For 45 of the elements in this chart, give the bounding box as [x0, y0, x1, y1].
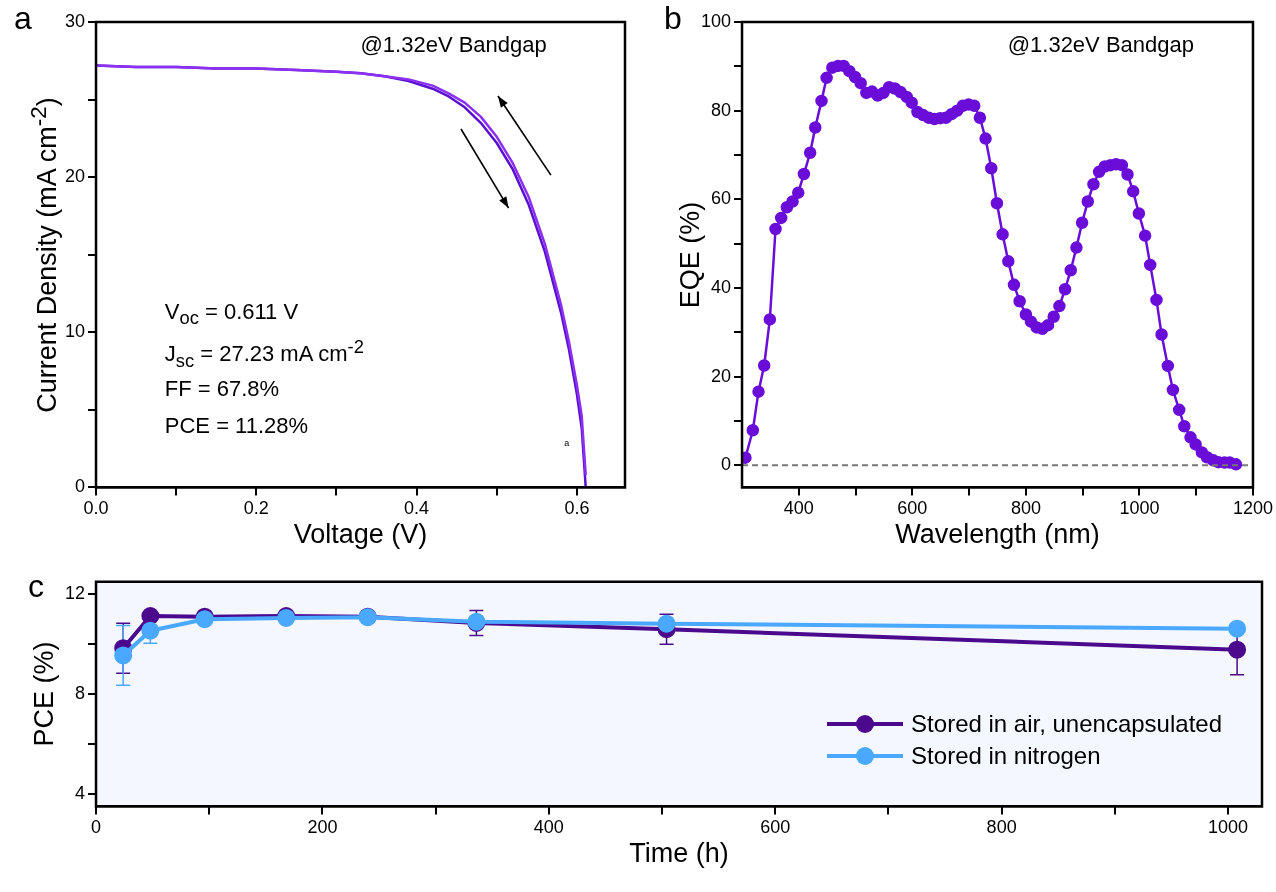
y-tick-label: 4 [75, 782, 86, 803]
chart-title: a [14, 0, 32, 36]
x-tick-label: 400 [533, 817, 564, 838]
y-tick-label: 20 [64, 166, 86, 187]
y-tick-label: 20 [711, 365, 732, 386]
x-axis-title: Time (h) [629, 838, 729, 869]
annotation: a [564, 437, 570, 448]
y-axis-title: PCE (%) [28, 641, 59, 747]
annotation: FF = 67.8% [164, 376, 280, 402]
x-tick-label: 200 [307, 817, 338, 838]
y-tick-label: 30 [64, 10, 86, 31]
chart-title: c [28, 568, 44, 604]
y-tick-label: 40 [711, 276, 732, 297]
annotation: J$_{sc}$ = 27.23 mA cm$^{-2}$ [164, 336, 364, 372]
y-tick-label: 8 [75, 683, 86, 704]
x-tick-label: 0 [91, 817, 102, 838]
x-tick-label: 600 [897, 498, 928, 519]
x-tick-label: 800 [986, 817, 1017, 838]
annotation: V$_{oc}$ = 0.611 V [164, 299, 299, 329]
y-tick-label: 100 [700, 10, 732, 31]
x-tick-label: 0.0 [83, 498, 109, 519]
x-tick-label: 1200 [1232, 498, 1273, 519]
annotation: @1.32eV Bandgap [360, 31, 547, 57]
x-axis-title: Voltage (V) [293, 519, 428, 550]
annotation: @1.32eV Bandgap [1007, 31, 1194, 57]
x-axis-title: Wavelength (nm) [895, 519, 1100, 550]
y-tick-label: 0 [75, 476, 86, 497]
y-tick-label: 10 [64, 321, 86, 342]
x-tick-label: 1000 [1119, 498, 1160, 519]
x-tick-label: 800 [1010, 498, 1041, 519]
x-tick-label: 0.2 [243, 498, 269, 519]
x-tick-label: 400 [783, 498, 814, 519]
legend-label: Stored in air, unencapsulated [911, 710, 1222, 739]
annotation: PCE = 11.28% [164, 413, 309, 439]
y-tick-label: 80 [711, 99, 732, 120]
y-tick-label: 0 [721, 454, 732, 475]
y-axis-title: EQE (%) [674, 201, 705, 308]
x-tick-label: 0.4 [404, 498, 430, 519]
x-tick-label: 1000 [1208, 817, 1249, 838]
chart-title: b [664, 0, 682, 36]
legend-label: Stored in nitrogen [911, 742, 1101, 771]
x-tick-label: 0.6 [564, 498, 590, 519]
y-tick-label: 12 [64, 583, 86, 604]
x-tick-label: 600 [760, 817, 791, 838]
y-tick-label: 60 [711, 188, 732, 209]
